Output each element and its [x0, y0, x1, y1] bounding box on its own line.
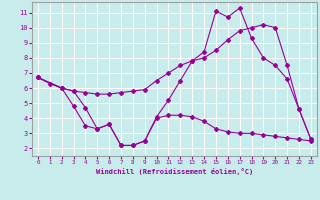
X-axis label: Windchill (Refroidissement éolien,°C): Windchill (Refroidissement éolien,°C) [96, 168, 253, 175]
